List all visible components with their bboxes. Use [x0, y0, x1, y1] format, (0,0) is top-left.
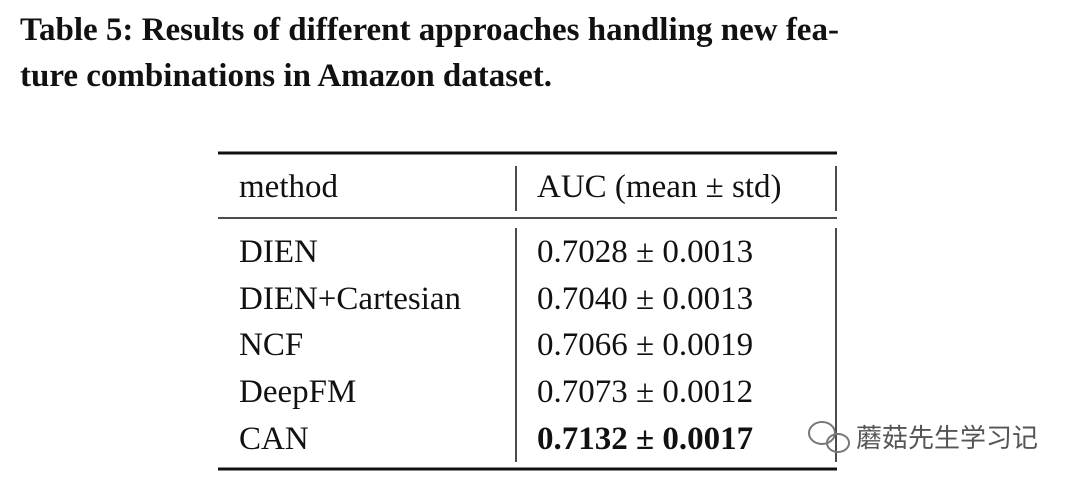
- caption-line: ture combinations in Amazon dataset.: [20, 58, 552, 94]
- caption-line: Table 5: Results of different approaches…: [20, 12, 839, 48]
- method-cell: DeepFM: [239, 374, 356, 410]
- auc-cell: 0.7066 ± 0.0019: [537, 327, 753, 363]
- auc-cell: 0.7040 ± 0.0013: [537, 281, 753, 317]
- watermark: 蘑菇先生学习记: [856, 424, 1038, 454]
- method-cell: DIEN+Cartesian: [239, 281, 461, 317]
- header-cell: method: [239, 169, 338, 205]
- auc-cell: 0.7073 ± 0.0012: [537, 374, 753, 410]
- auc-cell: 0.7028 ± 0.0013: [537, 234, 753, 270]
- auc-cell: 0.7132 ± 0.0017: [537, 421, 753, 457]
- method-cell: NCF: [239, 327, 303, 363]
- header-cell: AUC (mean ± std): [537, 169, 782, 205]
- watermark-icon: [808, 421, 850, 453]
- method-cell: DIEN: [239, 234, 318, 270]
- method-cell: CAN: [239, 421, 309, 457]
